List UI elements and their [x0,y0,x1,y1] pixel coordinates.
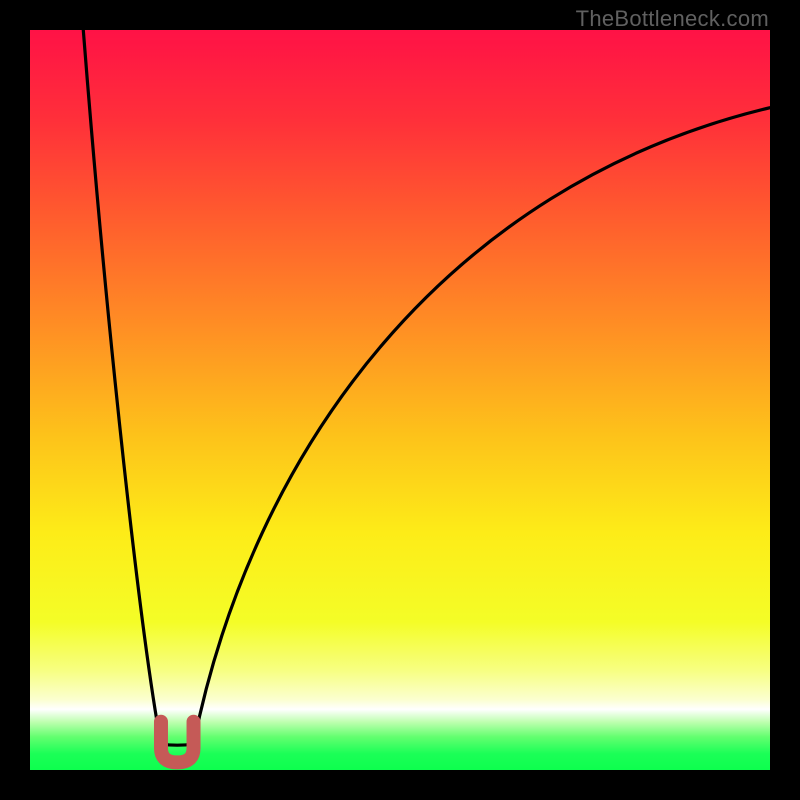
bottleneck-curve [83,30,770,745]
curve-layer [30,30,770,770]
valley-u-marker [161,722,194,763]
plot-area [30,30,770,770]
watermark-text: TheBottleneck.com [576,6,769,32]
outer-frame: TheBottleneck.com [0,0,800,800]
